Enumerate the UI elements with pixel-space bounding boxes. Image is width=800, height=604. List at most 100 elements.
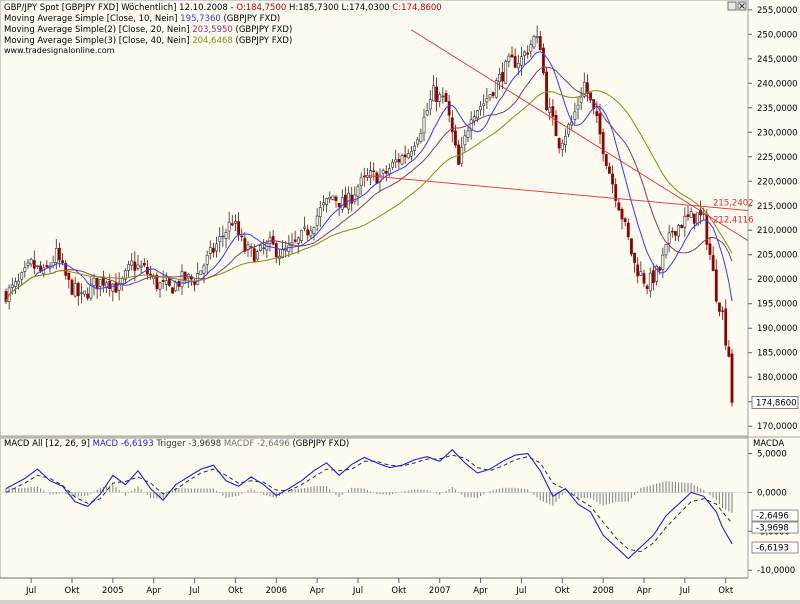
candle-body <box>498 74 501 83</box>
candle-body <box>667 232 671 244</box>
trendlines <box>364 29 749 242</box>
svg-text:GBP/JPY Spot [GBPJPY FXD] Wöc: GBP/JPY Spot [GBPJPY FXD] Wöchentlich] 1… <box>4 3 442 13</box>
panel-restore-icon[interactable] <box>727 1 737 11</box>
candle-body <box>469 119 473 131</box>
candle-body <box>608 166 611 174</box>
time-tick-label: 2005 <box>102 586 124 596</box>
candle-body <box>23 267 27 272</box>
candle-body <box>617 202 621 211</box>
candle-body <box>494 80 498 98</box>
candle-body <box>161 280 165 282</box>
candle-body <box>639 271 643 276</box>
time-tick-label: Apr <box>637 586 652 596</box>
candle-body <box>127 264 130 271</box>
candle-body <box>309 230 313 237</box>
last-price-box <box>751 395 799 409</box>
ma-line-40 <box>5 90 733 303</box>
macd-legend-label: MACD All [12, 26, 9] <box>4 439 90 449</box>
candlesticks <box>4 25 734 407</box>
candle-body <box>202 265 206 274</box>
macd-value-label: -6,6193 <box>756 544 789 554</box>
candle-body <box>677 225 680 237</box>
legend-ma10-value: 195,7360 <box>180 14 221 24</box>
candle-body <box>545 71 548 110</box>
candle-body <box>114 282 118 293</box>
candle-body <box>614 184 618 201</box>
candle-body <box>70 279 74 295</box>
candle-body <box>136 264 140 269</box>
candle-body <box>98 279 102 287</box>
candle-body <box>576 104 580 110</box>
svg-text:Moving Average Simple(3) [Clos: Moving Average Simple(3) [Close, 40, Nei… <box>4 36 292 46</box>
candle-body <box>234 220 237 224</box>
candle-body <box>384 171 388 174</box>
legend-ma10-suffix: (GBPJPY FXD) <box>223 14 280 24</box>
candle-body <box>356 186 360 197</box>
candle-body <box>391 161 394 168</box>
candle-body <box>350 194 354 204</box>
time-tick-label: Apr <box>473 586 488 596</box>
candle-body <box>58 247 61 261</box>
price-tick-label: 195,0000 <box>757 300 798 310</box>
candle-body <box>450 117 454 133</box>
candle-body <box>328 197 332 200</box>
candle-body <box>262 247 266 249</box>
candle-body <box>661 254 665 270</box>
time-tick-label: 2006 <box>265 586 287 596</box>
time-tick-label: Jul <box>515 586 526 596</box>
candle-body <box>400 155 404 165</box>
candle-body <box>507 55 511 62</box>
candle-body <box>579 96 583 103</box>
candle-body <box>67 272 71 280</box>
trendline-2 <box>411 29 749 242</box>
candle-body <box>26 262 30 266</box>
candle-body <box>633 252 636 263</box>
candle-body <box>648 272 652 292</box>
candle-body <box>428 99 432 110</box>
time-tick-label: Jul <box>352 586 363 596</box>
candle-body <box>142 263 146 266</box>
time-tick-label: 2008 <box>592 586 614 596</box>
candle-body <box>17 280 20 285</box>
price-tick-label: 230,0000 <box>757 128 798 138</box>
candle-body <box>523 51 526 56</box>
candle-body <box>372 170 376 172</box>
candle-body <box>108 281 112 290</box>
candle-body <box>595 111 599 117</box>
trendline-1 <box>364 174 749 212</box>
candle-body <box>224 232 228 239</box>
price-tick-label: 205,0000 <box>757 251 798 261</box>
legend-source: www.tradesignalonline.com <box>4 46 115 55</box>
candle-body <box>611 173 614 185</box>
candle-body <box>340 197 344 210</box>
legend-ma40-label: Moving Average Simple(3) [Close, 40, Nei… <box>4 36 190 46</box>
candle-body <box>76 282 80 297</box>
candle-body <box>10 284 14 288</box>
candle-body <box>551 106 555 117</box>
candle-body <box>488 94 492 99</box>
candle-body <box>240 235 244 238</box>
candle-body <box>699 209 702 216</box>
time-tick-label: Okt <box>391 586 407 596</box>
candle-body <box>680 225 684 229</box>
macd-tick-label: -10,0000 <box>757 566 795 576</box>
candle-body <box>259 244 262 251</box>
candle-body <box>683 215 687 228</box>
macd-legend-trigger: Trigger -3,9698 <box>155 439 221 449</box>
candle-body <box>296 237 300 244</box>
macd-value-box <box>751 521 799 534</box>
candle-body <box>510 54 514 58</box>
candle-body <box>718 302 721 312</box>
candle-body <box>29 258 33 265</box>
candle-body <box>212 247 215 253</box>
time-tick-label: Okt <box>555 586 571 596</box>
candle-body <box>598 113 602 135</box>
candle-body <box>447 101 451 116</box>
candle-body <box>227 221 231 232</box>
svg-text:Moving Average Simple(2) [Clos: Moving Average Simple(2) [Close, 20, Nei… <box>4 25 292 35</box>
time-tick-label: Okt <box>718 586 734 596</box>
macd-panel-bg[interactable] <box>0 437 749 579</box>
candle-body <box>526 52 530 55</box>
candle-body <box>652 270 655 283</box>
candle-body <box>218 236 222 242</box>
